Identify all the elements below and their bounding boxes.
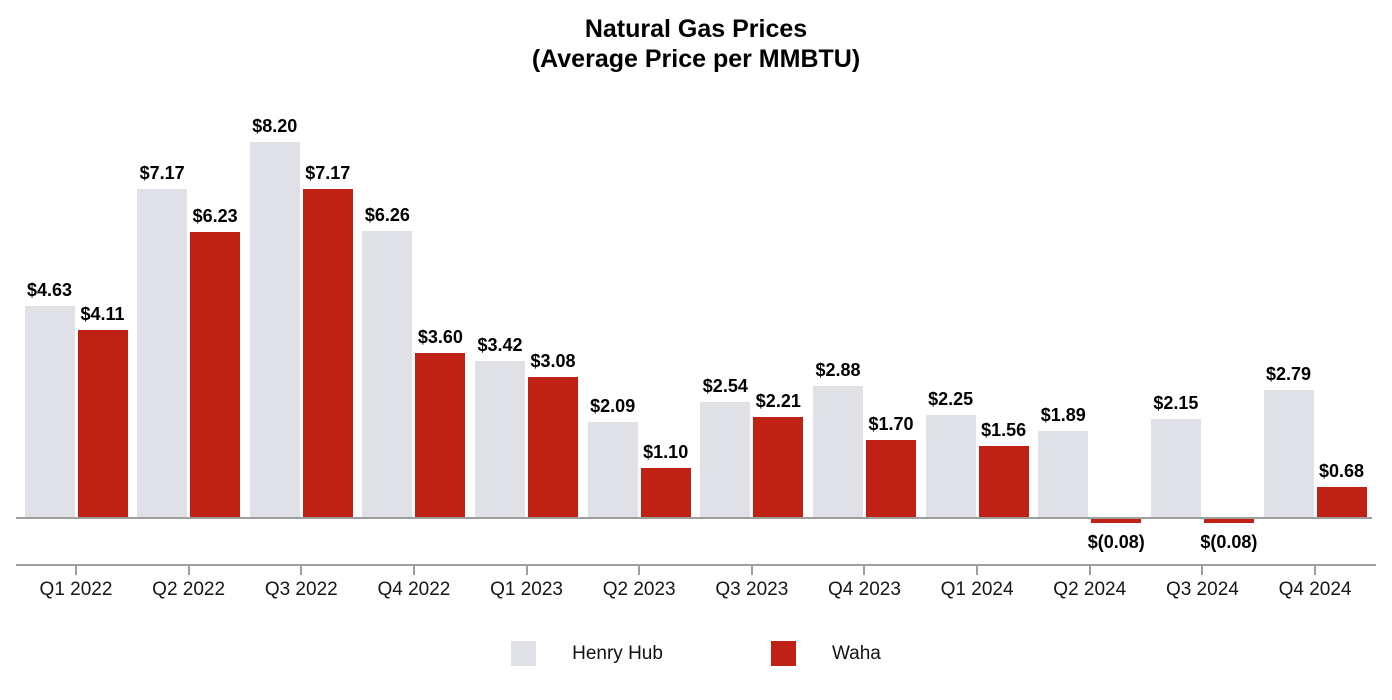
legend-swatch-waha [770,641,796,666]
chart-title-line1: Natural Gas Prices [584,15,808,43]
bar-value-label: $3.08 [530,351,576,371]
bar-value-label: $(0.08) [1200,532,1258,552]
bar-value-label: $4.11 [80,304,125,324]
x-axis-line [16,564,1376,566]
bar-henry-hub [700,402,751,518]
bar-value-label: $1.10 [643,442,689,462]
x-axis-tick [1088,564,1091,575]
bar-value-label: $1.70 [868,414,914,434]
x-axis-label: Q2 2023 [602,579,676,600]
bar-value-label: $6.26 [364,205,410,225]
legend-item-henry-hub: Henry Hub [511,641,663,666]
chart-title: Natural Gas Prices (Average Price per MM… [0,14,1392,74]
bar-henry-hub [1038,431,1089,518]
x-axis-label: Q1 2024 [940,579,1014,600]
x-axis-label: Q3 2023 [715,579,789,600]
bar-value-label: $7.17 [139,163,185,183]
x-axis-label: Q1 2023 [490,579,563,600]
bar-value-label: $2.88 [815,360,861,380]
bar-henry-hub [812,386,863,518]
bar-waha [302,189,353,518]
bar-value-label: $1.89 [1040,405,1086,425]
bar-value-label: $6.23 [192,206,238,226]
bar-henry-hub [24,306,75,518]
x-axis-tick [750,564,753,575]
x-axis-tick [187,564,190,575]
x-axis-label: Q4 2024 [1278,579,1352,600]
bar-henry-hub [1150,419,1201,518]
bar-value-label: $0.68 [1319,461,1365,481]
x-axis-tick [525,564,528,575]
x-axis-tick [412,564,415,575]
bar-henry-hub [475,361,526,518]
x-axis-tick [1314,564,1317,575]
bar-henry-hub [1263,390,1314,518]
bar-waha [978,446,1029,518]
bar-henry-hub [249,142,300,518]
bar-value-label: $2.09 [590,396,636,416]
bar-value-label: $2.54 [702,376,748,396]
chart-title-line2: (Average Price per MMBTU) [531,45,861,73]
x-axis-label: Q2 2022 [152,579,226,600]
bar-value-label: $4.63 [26,280,73,300]
bar-waha [1203,519,1254,523]
bar-waha [77,330,128,518]
bar-value-label: $(0.08) [1087,532,1145,552]
legend-swatch-henry-hub [511,641,537,666]
bar-waha [640,468,691,518]
x-axis-label: Q4 2022 [377,579,451,600]
bar-henry-hub [137,189,188,518]
x-axis-label: Q4 2023 [828,579,901,600]
bar-waha [865,440,916,518]
bar-henry-hub [362,231,413,518]
bar-value-label: $1.56 [981,420,1027,440]
x-axis-label: Q3 2022 [264,579,338,600]
bar-value-label: $3.60 [417,327,463,347]
bar-waha [1316,487,1367,518]
legend-item-waha: Waha [770,641,881,666]
bar-waha [1091,519,1142,523]
bar-value-label: $8.20 [252,116,298,136]
x-axis-tick [976,564,979,575]
bar-value-label: $3.42 [477,335,523,355]
bar-henry-hub [587,422,638,518]
bar-waha [528,377,579,518]
bar-value-label: $2.25 [928,389,974,409]
x-axis-label: Q2 2024 [1053,579,1127,600]
bar-waha [190,232,241,518]
x-axis-tick [75,564,77,575]
x-axis-tick [1201,564,1204,575]
legend: Henry Hub Waha [0,641,1392,666]
zero-baseline [16,517,1372,519]
x-axis-tick [863,564,866,575]
x-axis-label: Q1 2022 [39,579,113,600]
bar-value-label: $7.17 [305,163,351,183]
bar-value-label: $2.79 [1266,364,1312,384]
legend-label-waha: Waha [831,642,881,664]
x-axis-tick [638,564,641,575]
legend-label-henry-hub: Henry Hub [572,642,663,664]
bar-henry-hub [925,415,976,518]
bar-waha [753,417,804,518]
bar-waha [415,353,466,518]
x-axis-label: Q3 2024 [1165,579,1239,600]
x-axis-tick [300,564,303,575]
bar-value-label: $2.15 [1153,393,1199,413]
bar-value-label: $2.21 [755,391,801,411]
